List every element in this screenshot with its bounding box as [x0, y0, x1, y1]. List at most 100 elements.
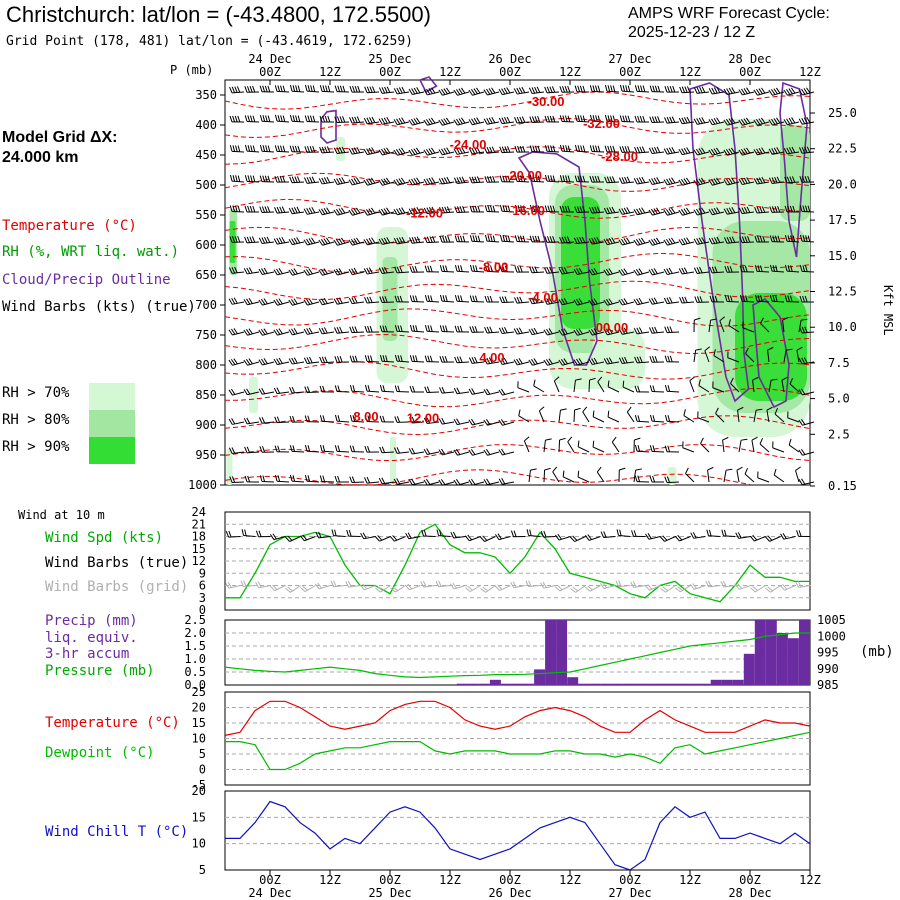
wind-barb: [573, 407, 581, 423]
barb-feather: [517, 205, 521, 212]
barb-feather: [796, 530, 799, 537]
barb-staff: [457, 181, 470, 184]
wind-barb: [799, 265, 815, 273]
wind-barb: [709, 295, 725, 303]
barb-staff: [698, 385, 710, 393]
pressure-tick-label: 600: [195, 238, 217, 252]
barb-feather: [680, 178, 686, 185]
wind-barb: [364, 476, 380, 484]
barb-feather: [595, 145, 598, 152]
barb-feather: [273, 238, 278, 245]
barb-feather: [456, 356, 461, 363]
barb-feather: [519, 265, 523, 273]
barb-feather: [559, 205, 563, 213]
barb-staff: [231, 91, 245, 94]
barb-feather: [574, 144, 578, 152]
barb-feather: [265, 115, 268, 122]
barb-feather: [757, 295, 761, 302]
barb-staff: [486, 210, 500, 213]
barb-feather: [608, 268, 613, 275]
barb-feather: [664, 326, 668, 333]
barb-feather: [782, 532, 787, 539]
top-date-label: 26 Dec: [488, 52, 531, 66]
barb-feather: [516, 116, 521, 124]
wind-barb: [727, 351, 740, 363]
barb-feather: [476, 176, 481, 183]
wind-barb-true: [405, 532, 421, 540]
barb-feather: [430, 117, 436, 124]
wind-barb: [679, 296, 695, 304]
barb-staff: [442, 481, 455, 486]
barb-feather: [483, 449, 488, 456]
barb-staff: [532, 301, 545, 305]
barb-feather: [291, 207, 296, 214]
barb-feather: [517, 235, 521, 242]
temp-legend-label: Dewpoint (°C): [45, 745, 155, 761]
barb-staff: [531, 180, 545, 183]
wind-barb: [582, 406, 590, 423]
wind-barb: [682, 441, 695, 453]
wind-barb: [648, 268, 665, 276]
barb-feather: [487, 205, 491, 212]
barb-feather: [683, 267, 688, 274]
barb-staff: [333, 585, 346, 588]
wind-barb: [274, 475, 290, 483]
barb-feather: [501, 296, 506, 303]
barb-feather: [289, 176, 293, 183]
barb-staff: [457, 151, 470, 155]
barb-staff: [786, 240, 800, 243]
barb-feather: [339, 146, 343, 154]
barb-staff: [351, 390, 365, 393]
barb-feather: [244, 236, 248, 244]
barb-staff: [652, 331, 665, 334]
top-hour-label: 12Z: [439, 65, 461, 79]
barb-staff: [277, 361, 290, 366]
barb-feather: [567, 145, 571, 152]
barb-feather: [340, 237, 346, 244]
wind-barb: [707, 466, 714, 483]
barb-feather: [351, 238, 356, 245]
barb-feather: [502, 265, 506, 272]
wind-barb: [514, 204, 530, 213]
wind-barb: [258, 267, 275, 275]
barb-staff: [700, 443, 710, 453]
barb-feather: [341, 207, 346, 214]
barb-feather: [476, 87, 481, 94]
barb-staff: [667, 271, 680, 276]
wind-barb-true: [479, 535, 496, 542]
barb-staff: [518, 415, 530, 423]
barb-feather: [259, 475, 263, 482]
barb-feather: [623, 207, 628, 214]
barb-staff: [802, 121, 815, 125]
wind-barb: [259, 144, 275, 153]
barb-feather: [234, 86, 238, 93]
barb-staff: [472, 421, 485, 426]
wind-barb: [618, 207, 635, 215]
barb-feather: [398, 237, 403, 244]
barb-feather: [483, 358, 488, 365]
barb-feather: [708, 209, 713, 215]
barb-feather: [323, 297, 328, 304]
barb-staff: [577, 271, 590, 276]
wind-barb: [454, 235, 470, 243]
isotherm-label: -32.00: [583, 116, 620, 131]
wind-barb-true: [584, 534, 601, 541]
precip-panel-frame: [224, 619, 811, 686]
barb-staff: [469, 536, 481, 542]
wind-barb: [558, 328, 575, 336]
wind-barb: [229, 476, 245, 483]
pressure-tick-label: 1000: [817, 629, 846, 643]
barb-feather: [743, 177, 748, 184]
barb-feather: [533, 327, 538, 334]
precip-bar: [456, 683, 468, 685]
barb-feather: [653, 238, 658, 245]
barb-feather: [354, 326, 358, 333]
isotherm-line: [224, 334, 811, 355]
wind-barb-grid: [554, 585, 571, 592]
barb-feather: [370, 207, 376, 214]
barb-staff: [562, 361, 575, 366]
wind-barb: [378, 207, 395, 216]
wind-barb: [439, 386, 455, 394]
barb-feather: [348, 239, 353, 246]
wind-barb: [408, 87, 425, 95]
